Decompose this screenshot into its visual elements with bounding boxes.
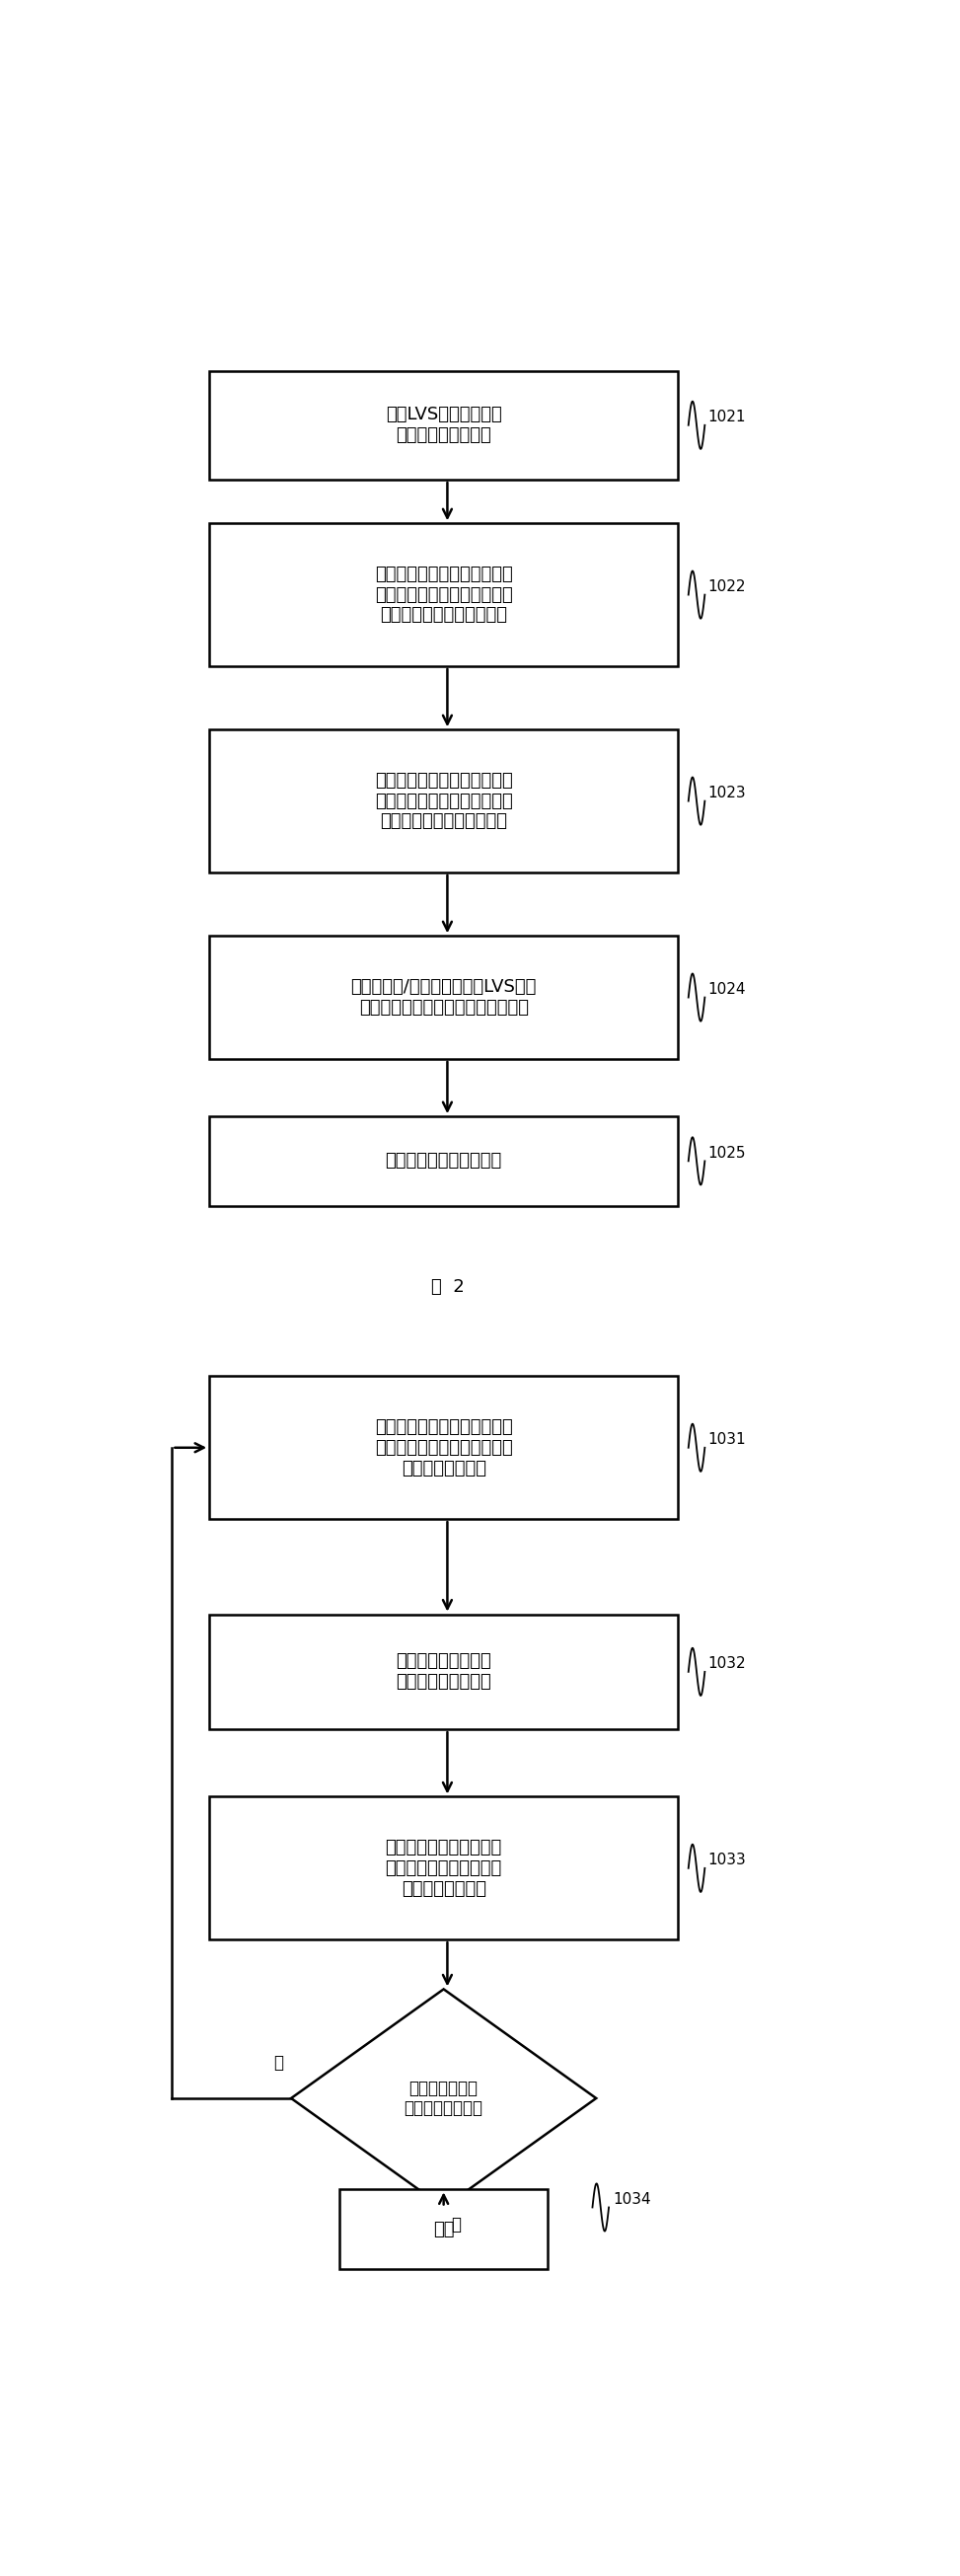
Text: 1021: 1021 xyxy=(708,410,746,425)
Text: 1023: 1023 xyxy=(708,786,746,801)
Text: 1025: 1025 xyxy=(708,1146,746,1162)
Text: 检查是否有新的
宏顶点和宏边生成: 检查是否有新的 宏顶点和宏边生成 xyxy=(404,2079,483,2117)
FancyBboxPatch shape xyxy=(209,1615,678,1728)
Text: 对一个顶点连接的属于同
一线网的边进行合并，以
宏顶点和宏边替代: 对一个顶点连接的属于同 一线网的边进行合并，以 宏顶点和宏边替代 xyxy=(385,1839,502,1899)
FancyBboxPatch shape xyxy=(209,371,678,479)
Text: 确定图上顶点和边的关系: 确定图上顶点和边的关系 xyxy=(385,1151,502,1170)
Text: 1024: 1024 xyxy=(708,981,746,997)
Text: 记录宏顶点和宏边所
对应的实际顶点和边: 记录宏顶点和宏边所 对应的实际顶点和边 xyxy=(396,1654,492,1690)
Text: 1031: 1031 xyxy=(708,1432,746,1448)
FancyBboxPatch shape xyxy=(209,935,678,1059)
Text: 利用物理版图数据并根据多条
线网的物理连接确定图的顶点
并记录顶点的实际物理图形: 利用物理版图数据并根据多条 线网的物理连接确定图的顶点 并记录顶点的实际物理图形 xyxy=(374,564,513,623)
Text: 利用物理版图数据并根据线网
的物理连接和顶点确定图的边
并记录顶点的实际物理图形: 利用物理版图数据并根据线网 的物理连接和顶点确定图的边 并记录顶点的实际物理图形 xyxy=(374,773,513,829)
Polygon shape xyxy=(291,1989,596,2208)
FancyBboxPatch shape xyxy=(340,2190,548,2269)
Text: 图  2: 图 2 xyxy=(431,1278,464,1296)
FancyBboxPatch shape xyxy=(209,1376,678,1520)
FancyBboxPatch shape xyxy=(209,1798,678,1940)
Text: 是: 是 xyxy=(274,2053,284,2071)
Text: 根据电路图/电路网表并根据LVS检查
结果设定器件端口的对应顶点的属性: 根据电路图/电路网表并根据LVS检查 结果设定器件端口的对应顶点的属性 xyxy=(350,979,537,1018)
Text: 根据LVS检查结果选择
物理短路的多条线网: 根据LVS检查结果选择 物理短路的多条线网 xyxy=(386,407,502,443)
Text: 1032: 1032 xyxy=(708,1656,746,1672)
FancyBboxPatch shape xyxy=(209,729,678,873)
Text: 结束: 结束 xyxy=(433,2221,454,2239)
Text: 1022: 1022 xyxy=(708,580,746,595)
Text: 对顶点之间多边多顶点组成的
唯一路径进行吸收和合并，以
宏顶点和宏边替代: 对顶点之间多边多顶点组成的 唯一路径进行吸收和合并，以 宏顶点和宏边替代 xyxy=(374,1419,513,1476)
FancyBboxPatch shape xyxy=(209,1115,678,1206)
Text: 1034: 1034 xyxy=(612,2192,651,2208)
Text: 1033: 1033 xyxy=(708,1852,746,1868)
Text: 否: 否 xyxy=(451,2215,461,2233)
FancyBboxPatch shape xyxy=(209,523,678,667)
